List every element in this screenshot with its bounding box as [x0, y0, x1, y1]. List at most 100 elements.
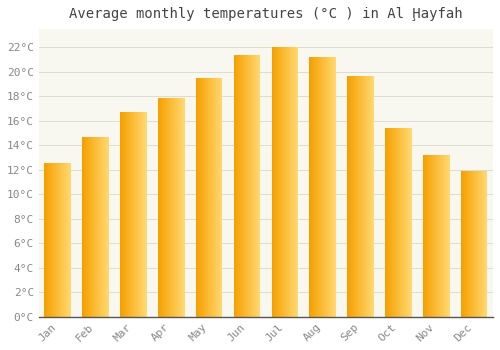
Bar — [88, 137, 89, 317]
Bar — [181, 98, 182, 317]
Bar — [310, 57, 311, 317]
Bar — [248, 55, 249, 317]
Bar — [58, 162, 59, 317]
Bar — [49, 162, 50, 317]
Bar — [252, 55, 253, 317]
Bar — [369, 76, 370, 317]
Bar — [138, 112, 140, 317]
Bar — [320, 57, 322, 317]
Bar — [310, 57, 336, 317]
Bar — [373, 76, 374, 317]
Bar — [446, 155, 447, 317]
Bar — [385, 128, 386, 317]
Bar — [95, 137, 96, 317]
Bar — [470, 171, 471, 317]
Bar — [237, 55, 238, 317]
Bar — [285, 47, 286, 317]
Bar — [57, 162, 58, 317]
Bar — [472, 171, 473, 317]
Bar — [439, 155, 440, 317]
Bar — [255, 55, 256, 317]
Bar — [314, 57, 315, 317]
Bar — [356, 76, 358, 317]
Bar — [203, 78, 204, 317]
Bar — [98, 137, 99, 317]
Bar — [449, 155, 450, 317]
Bar — [106, 137, 107, 317]
Bar — [83, 137, 84, 317]
Bar — [282, 47, 283, 317]
Bar — [468, 171, 469, 317]
Bar — [423, 155, 450, 317]
Bar — [311, 57, 312, 317]
Bar — [247, 55, 248, 317]
Bar — [290, 47, 291, 317]
Bar — [197, 78, 198, 317]
Bar — [180, 98, 181, 317]
Bar — [52, 162, 53, 317]
Bar — [123, 112, 124, 317]
Bar — [213, 78, 214, 317]
Bar — [441, 155, 442, 317]
Bar — [445, 155, 446, 317]
Bar — [90, 137, 91, 317]
Bar — [463, 171, 464, 317]
Bar — [427, 155, 428, 317]
Bar — [366, 76, 367, 317]
Bar — [486, 171, 488, 317]
Bar — [240, 55, 241, 317]
Bar — [91, 137, 92, 317]
Bar — [158, 98, 184, 317]
Bar — [359, 76, 360, 317]
Bar — [101, 137, 102, 317]
Bar — [131, 112, 132, 317]
Bar — [99, 137, 100, 317]
Bar — [258, 55, 259, 317]
Bar — [55, 162, 56, 317]
Bar — [437, 155, 438, 317]
Bar — [312, 57, 313, 317]
Bar — [352, 76, 354, 317]
Bar — [212, 78, 213, 317]
Bar — [60, 162, 61, 317]
Bar — [411, 128, 412, 317]
Bar — [464, 171, 465, 317]
Bar — [386, 128, 387, 317]
Bar — [89, 137, 90, 317]
Bar — [447, 155, 448, 317]
Bar — [249, 55, 250, 317]
Bar — [272, 47, 298, 317]
Bar — [466, 171, 467, 317]
Bar — [257, 55, 258, 317]
Bar — [102, 137, 103, 317]
Bar — [438, 155, 439, 317]
Bar — [140, 112, 141, 317]
Bar — [370, 76, 371, 317]
Bar — [278, 47, 279, 317]
Bar — [135, 112, 136, 317]
Bar — [481, 171, 482, 317]
Bar — [283, 47, 284, 317]
Bar — [279, 47, 280, 317]
Bar — [59, 162, 60, 317]
Bar — [239, 55, 240, 317]
Bar — [50, 162, 51, 317]
Bar — [484, 171, 486, 317]
Bar — [168, 98, 170, 317]
Bar — [174, 98, 176, 317]
Bar — [166, 98, 168, 317]
Bar — [364, 76, 365, 317]
Bar — [365, 76, 366, 317]
Bar — [176, 98, 178, 317]
Bar — [127, 112, 128, 317]
Bar — [276, 47, 277, 317]
Bar — [361, 76, 362, 317]
Bar — [86, 137, 87, 317]
Bar — [476, 171, 477, 317]
Bar — [210, 78, 211, 317]
Bar — [467, 171, 468, 317]
Bar — [84, 137, 85, 317]
Bar — [396, 128, 397, 317]
Bar — [403, 128, 404, 317]
Bar — [158, 98, 160, 317]
